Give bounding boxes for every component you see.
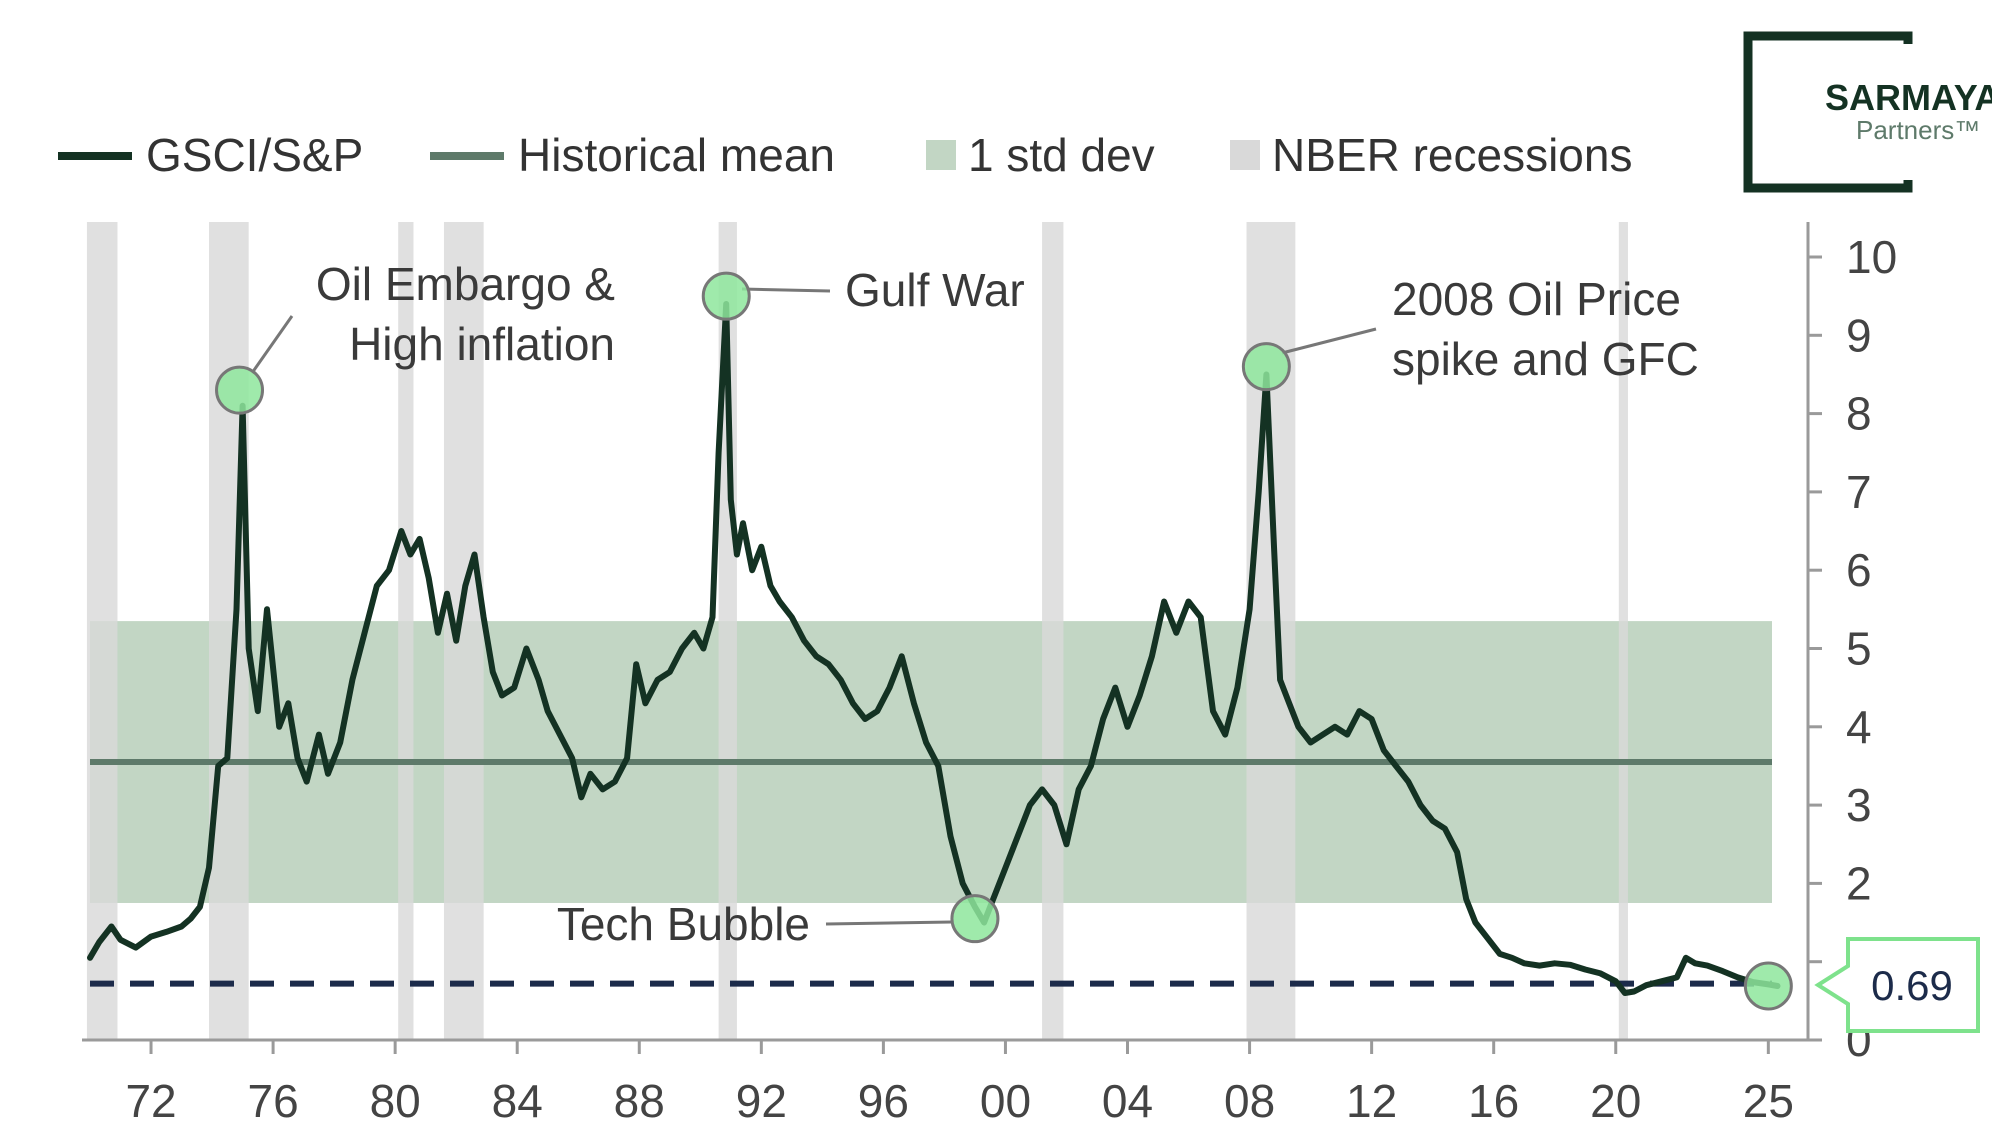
logo-name: SARMAYA: [1825, 77, 1992, 118]
legend-std-swatch: [926, 140, 956, 170]
x-tick-label: 16: [1468, 1075, 1519, 1127]
logo-subtitle: Partners™: [1856, 115, 1980, 145]
series-line-gsci-sp: [87, 301, 1781, 996]
legend: GSCI/S&P Historical mean 1 std dev NBER …: [58, 129, 1632, 181]
legend-std-label: 1 std dev: [968, 129, 1155, 181]
reference-lines-layer: [90, 759, 1772, 987]
annotation-highlight-circle: [1743, 961, 1793, 1011]
series-layer: [87, 301, 1781, 996]
y-tick-label: 8: [1846, 388, 1872, 440]
annotation-label: Tech Bubble: [557, 898, 810, 950]
y-tick-label: 9: [1846, 309, 1872, 361]
callout-value: 0.69: [1871, 962, 1953, 1009]
recession-band: [209, 222, 249, 1040]
legend-series-label: GSCI/S&P: [146, 129, 363, 181]
y-tick-label: 2: [1846, 857, 1872, 909]
x-tick-label: 88: [614, 1075, 665, 1127]
brand-logo: SARMAYA Partners™: [1743, 31, 1992, 193]
recession-band: [443, 222, 484, 1040]
y-tick-label: 3: [1846, 779, 1872, 831]
y-tick-label: 7: [1846, 466, 1872, 518]
legend-recession-label: NBER recessions: [1272, 129, 1632, 181]
y-tick-label: 10: [1846, 231, 1897, 283]
y-tick-label: 4: [1846, 701, 1872, 753]
x-tick-label: 20: [1590, 1075, 1641, 1127]
annotation-label: Oil Embargo &: [316, 258, 615, 310]
x-tick-label: 04: [1102, 1075, 1153, 1127]
x-tick-label: 84: [492, 1075, 543, 1127]
recession-band: [1042, 222, 1064, 1040]
x-tick-label: 80: [370, 1075, 421, 1127]
annotation-highlight-circle: [215, 365, 265, 415]
y-tick-label: 5: [1846, 623, 1872, 675]
logo-frame: [1743, 31, 1913, 193]
x-tick-label: 92: [736, 1075, 787, 1127]
annotation-leader-line: [825, 920, 953, 926]
x-tick-label: 12: [1346, 1075, 1397, 1127]
legend-mean-label: Historical mean: [518, 129, 835, 181]
annotation-highlight-circle: [701, 271, 751, 321]
y-tick-label: 6: [1846, 544, 1872, 596]
x-tick-label: 00: [980, 1075, 1031, 1127]
annotation-leader-line: [250, 315, 294, 374]
annotation-label: 2008 Oil Price: [1392, 273, 1681, 325]
recession-band: [398, 222, 414, 1040]
callout-shape: [1814, 937, 1980, 1033]
recession-band: [1618, 222, 1628, 1040]
annotation-highlight-circle: [950, 894, 1000, 944]
annotation-highlight-circle: [1241, 342, 1291, 392]
annotation-label: High inflation: [349, 318, 615, 370]
annotation-label: Gulf War: [845, 264, 1025, 316]
x-tick-label: 76: [248, 1075, 299, 1127]
annotation-leader-line: [741, 287, 831, 293]
recession-band: [86, 222, 118, 1040]
annotation-label: spike and GFC: [1392, 333, 1699, 385]
latest-value-callout: 0.69: [1814, 937, 1980, 1033]
recession-band: [718, 222, 737, 1040]
x-tick-label: 72: [125, 1075, 176, 1127]
annotations-layer: Oil Embargo & High inflation Gulf War 2008 …: [215, 258, 1793, 1011]
x-tick-label: 08: [1224, 1075, 1275, 1127]
x-tick-label: 25: [1743, 1075, 1794, 1127]
recession-bands-layer: [86, 222, 1628, 1040]
legend-recession-swatch: [1230, 140, 1260, 170]
annotation-leader-line: [1281, 327, 1377, 355]
x-tick-label: 96: [858, 1075, 909, 1127]
